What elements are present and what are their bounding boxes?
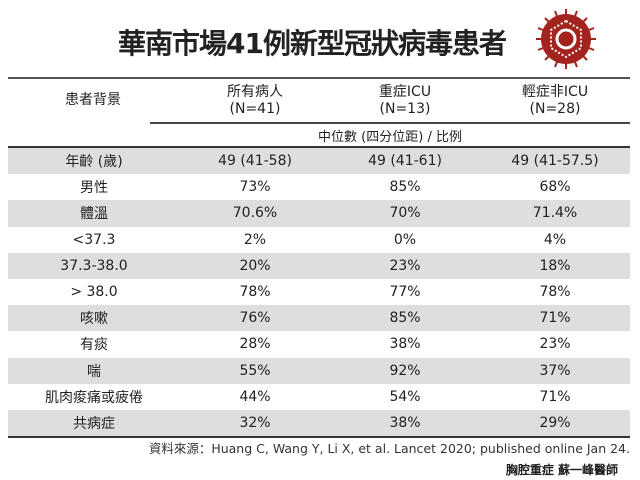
cell-icu: 92% — [389, 362, 421, 379]
row-label: 年齡 (歲) — [65, 154, 123, 171]
cell-non-icu: 23% — [539, 336, 571, 353]
subheader: 中位數 (四分位距) / 比例 — [318, 130, 462, 145]
header-icu-n: (N=13) — [379, 101, 431, 117]
cell-icu: 49 (41-61) — [368, 153, 442, 170]
table-row: 體溫 70.6% 70% 71.4% — [8, 200, 630, 227]
header-background: 患者背景 — [65, 92, 121, 108]
header-rule — [150, 122, 630, 124]
cell-non-icu: 18% — [539, 257, 571, 274]
cell-non-icu: 49 (41-57.5) — [511, 153, 599, 170]
header-all-n: (N=41) — [229, 101, 281, 117]
cell-icu: 54% — [389, 388, 421, 405]
cell-non-icu: 37% — [539, 362, 571, 379]
cell-non-icu: 29% — [539, 414, 571, 431]
table-row: 年齡 (歲) 49 (41-58) 49 (41-61) 49 (41-57.5) — [8, 148, 630, 175]
table-row: > 38.0 78% 77% 78% — [8, 279, 630, 305]
cell-icu: 23% — [389, 257, 421, 274]
table-row: 男性 73% 85% 68% — [8, 174, 630, 200]
row-label: <37.3 — [72, 231, 116, 248]
cell-icu: 70% — [389, 205, 421, 222]
header-all: 所有病人 (N=41) — [180, 84, 330, 118]
table-body: 年齡 (歲) 49 (41-58) 49 (41-61) 49 (41-57.5) 男性… — [8, 148, 630, 439]
cell-all: 28% — [239, 336, 271, 353]
cell-all: 44% — [239, 388, 271, 405]
row-label: > 38.0 — [70, 284, 118, 301]
cell-non-icu: 71% — [539, 388, 571, 405]
cell-non-icu: 68% — [539, 179, 571, 196]
page-title: 華南市場41例新型冠狀病毒患者 — [118, 27, 507, 60]
cell-all: 2% — [243, 231, 267, 248]
header-non-icu-n: (N=28) — [529, 101, 581, 117]
table-row: 37.3-38.0 20% 23% 18% — [8, 252, 630, 279]
cell-non-icu: 71% — [539, 310, 571, 327]
table-row: <37.3 2% 0% 4% — [8, 227, 630, 253]
table-row: 共病症 32% 38% 29% — [8, 409, 630, 439]
row-label: 共病症 — [73, 415, 115, 432]
cell-icu: 85% — [389, 310, 421, 327]
cell-icu: 38% — [389, 414, 421, 431]
cell-non-icu: 78% — [539, 284, 571, 301]
row-label: 體溫 — [80, 206, 108, 223]
row-label: 有痰 — [80, 337, 108, 354]
cell-all: 70.6% — [232, 205, 278, 222]
table-top-rule — [8, 77, 630, 79]
cell-all: 55% — [239, 362, 271, 379]
cell-all: 73% — [239, 179, 271, 196]
cell-all: 32% — [239, 414, 271, 431]
row-label: 喘 — [87, 363, 101, 380]
cell-non-icu: 71.4% — [532, 205, 578, 222]
row-label: 男性 — [80, 180, 108, 197]
virus-logo-icon — [536, 9, 596, 69]
subheader-rule — [8, 146, 630, 148]
table-row: 喘 55% 92% 37% — [8, 357, 630, 384]
cell-non-icu: 4% — [543, 231, 567, 248]
header-non-icu-label: 輕症非ICU — [521, 84, 589, 100]
header-all-label: 所有病人 — [227, 84, 283, 100]
source-citation: 資料來源：Huang C, Wang Y, Li X, et al. Lance… — [148, 441, 630, 456]
cell-all: 76% — [239, 310, 271, 327]
header-non-icu: 輕症非ICU (N=28) — [480, 84, 630, 118]
header-icu: 重症ICU (N=13) — [330, 84, 480, 118]
table-row: 有痰 28% 38% 23% — [8, 331, 630, 357]
table-row: 肌肉痠痛或疲倦 44% 54% 71% — [8, 384, 630, 410]
cell-all: 20% — [239, 257, 271, 274]
row-label: 咳嗽 — [80, 311, 108, 328]
row-label: 肌肉痠痛或疲倦 — [45, 389, 143, 406]
table-row: 咳嗽 76% 85% 71% — [8, 305, 630, 332]
cell-icu: 38% — [389, 336, 421, 353]
cell-all: 49 (41-58) — [218, 153, 292, 170]
author-credit: 胸腔重症 蘇一峰醫師 — [505, 463, 618, 477]
header-icu-label: 重症ICU — [378, 84, 432, 100]
cell-icu: 85% — [389, 179, 421, 196]
cell-all: 78% — [239, 284, 271, 301]
row-label: 37.3-38.0 — [60, 257, 128, 274]
cell-icu: 0% — [393, 231, 417, 248]
cell-icu: 77% — [389, 284, 421, 301]
